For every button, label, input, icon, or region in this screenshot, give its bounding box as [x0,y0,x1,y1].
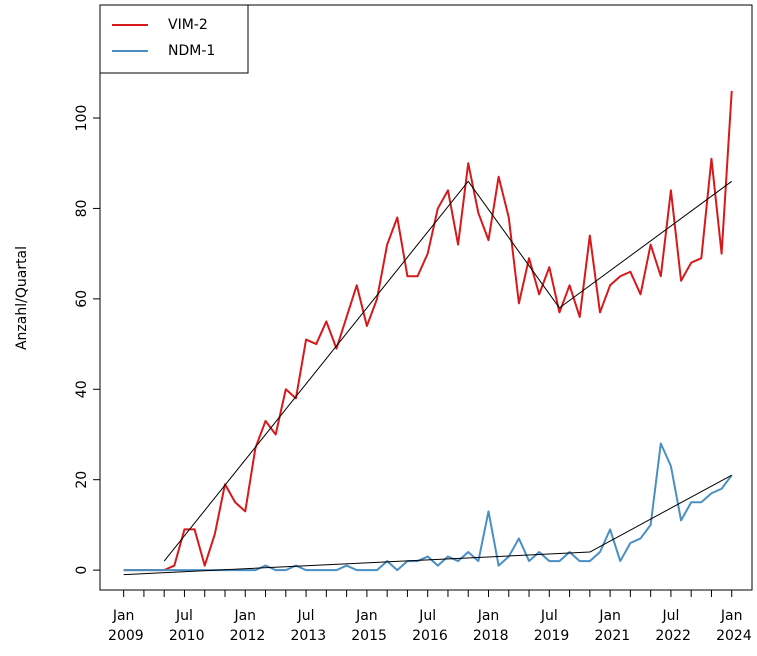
trend-line [163,180,733,562]
x-tick-label: Jul 2019 [529,608,569,644]
y-tick-label: 0 [74,566,90,575]
x-tick-label: Jan 2018 [468,608,508,644]
y-tick-label: 100 [74,105,90,132]
series-line [123,442,733,572]
x-tick-label: Jan 2024 [712,608,752,644]
x-tick-label: Jan 2021 [590,608,630,644]
y-tick-label: 20 [74,471,90,489]
x-tick-label: Jan 2015 [347,608,387,644]
x-tick-label: Jan 2009 [104,608,144,644]
y-tick-label: 60 [74,290,90,308]
y-axis-label: Anzahl/Quartal [14,246,30,350]
y-tick-label: 80 [74,200,90,218]
legend-label: NDM-1 [168,43,215,59]
plot-frame [99,4,753,591]
x-tick-label: Jul 2010 [164,608,204,644]
legend-label: VIM-2 [168,17,208,33]
trend-line [123,474,732,576]
x-tick-label: Jul 2016 [408,608,448,644]
y-tick-label: 40 [74,380,90,398]
x-tick-label: Jul 2013 [286,608,326,644]
x-tick-label: Jul 2022 [651,608,691,644]
x-tick-label: Jan 2012 [225,608,265,644]
series-line [123,90,733,572]
legend-box [99,4,249,74]
